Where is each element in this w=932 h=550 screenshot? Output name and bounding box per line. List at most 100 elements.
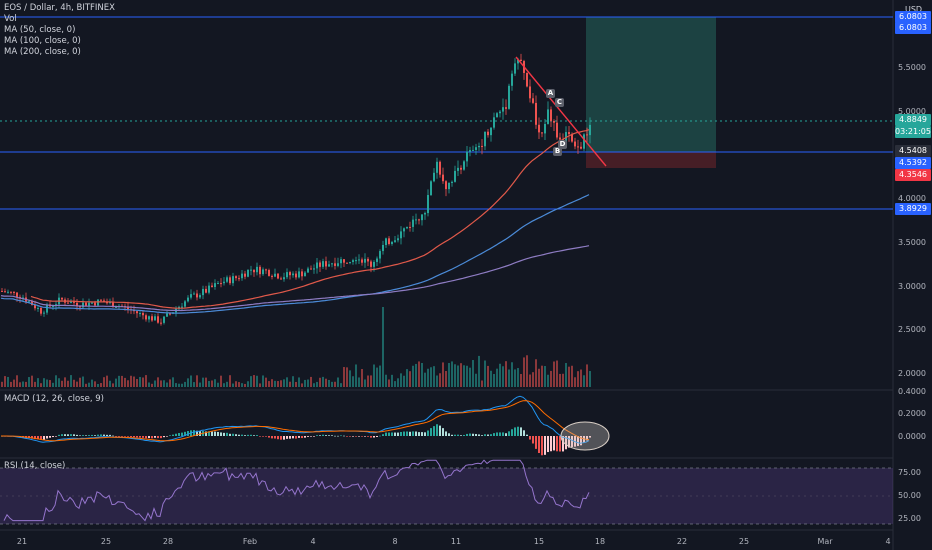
candle[interactable] xyxy=(259,266,261,275)
candle[interactable] xyxy=(379,251,381,259)
candle[interactable] xyxy=(232,276,234,284)
candle[interactable] xyxy=(427,195,429,214)
candle[interactable] xyxy=(271,275,273,277)
candle[interactable] xyxy=(262,269,264,275)
candle[interactable] xyxy=(544,123,546,134)
target-zone[interactable] xyxy=(586,17,716,152)
trendline[interactable] xyxy=(515,56,607,167)
candle[interactable] xyxy=(325,261,327,267)
candle[interactable] xyxy=(61,297,63,300)
candle[interactable] xyxy=(538,124,540,133)
candle[interactable] xyxy=(46,304,48,313)
candle[interactable] xyxy=(409,226,411,228)
candle[interactable] xyxy=(88,302,90,306)
candle[interactable] xyxy=(100,299,102,301)
candle[interactable] xyxy=(70,301,72,303)
candle[interactable] xyxy=(526,72,528,87)
symbol-title[interactable]: EOS / Dollar, 4h, BITFINEX xyxy=(4,3,115,13)
candle[interactable] xyxy=(394,240,396,242)
vol-label[interactable]: Vol xyxy=(4,14,17,24)
candle[interactable] xyxy=(292,273,294,276)
candle[interactable] xyxy=(514,63,516,74)
candle[interactable] xyxy=(13,291,15,293)
stop-zone[interactable] xyxy=(586,152,716,168)
candle[interactable] xyxy=(547,109,549,124)
candle[interactable] xyxy=(247,269,249,277)
candle[interactable] xyxy=(214,283,216,288)
candle[interactable] xyxy=(274,273,276,277)
pattern-label-b[interactable]: B xyxy=(553,147,562,156)
candle[interactable] xyxy=(145,315,147,320)
candle[interactable] xyxy=(85,302,87,306)
candle[interactable] xyxy=(76,302,78,306)
candle[interactable] xyxy=(106,302,108,304)
candle[interactable] xyxy=(298,271,300,278)
candle[interactable] xyxy=(286,272,288,278)
candle[interactable] xyxy=(202,288,204,296)
candle[interactable] xyxy=(586,134,588,136)
candle[interactable] xyxy=(442,174,444,182)
candle[interactable] xyxy=(349,261,351,263)
candle[interactable] xyxy=(133,310,135,312)
candle[interactable] xyxy=(1,290,3,292)
candle[interactable] xyxy=(238,278,240,280)
candle[interactable] xyxy=(181,306,183,308)
candle[interactable] xyxy=(403,228,405,232)
candle[interactable] xyxy=(457,167,459,171)
candle[interactable] xyxy=(388,238,390,245)
candle[interactable] xyxy=(358,259,360,261)
candle[interactable] xyxy=(196,293,198,298)
candle[interactable] xyxy=(445,181,447,190)
candle[interactable] xyxy=(280,278,282,280)
candle[interactable] xyxy=(10,291,12,293)
candle[interactable] xyxy=(148,316,150,320)
candle[interactable] xyxy=(511,73,513,86)
candle[interactable] xyxy=(574,141,576,147)
candle[interactable] xyxy=(142,313,144,316)
candle[interactable] xyxy=(391,241,393,245)
candle[interactable] xyxy=(430,181,432,196)
candle[interactable] xyxy=(346,262,348,264)
candle[interactable] xyxy=(28,301,30,303)
candle[interactable] xyxy=(217,283,219,285)
candle[interactable] xyxy=(208,285,210,293)
candle[interactable] xyxy=(499,111,501,114)
candle[interactable] xyxy=(241,273,243,279)
candle[interactable] xyxy=(415,219,417,221)
candle[interactable] xyxy=(205,288,207,293)
candle[interactable] xyxy=(472,149,474,151)
candle[interactable] xyxy=(283,277,285,280)
candle[interactable] xyxy=(223,281,225,284)
candle[interactable] xyxy=(364,258,366,263)
candle[interactable] xyxy=(535,102,537,125)
candle[interactable] xyxy=(151,316,153,321)
candle[interactable] xyxy=(367,258,369,262)
candle[interactable] xyxy=(337,263,339,266)
candle[interactable] xyxy=(385,238,387,245)
candle[interactable] xyxy=(295,273,297,278)
candle[interactable] xyxy=(52,305,54,307)
candle[interactable] xyxy=(250,269,252,271)
candle[interactable] xyxy=(520,59,522,62)
candle[interactable] xyxy=(505,107,507,109)
candle[interactable] xyxy=(589,124,591,136)
candle[interactable] xyxy=(532,98,534,103)
candle[interactable] xyxy=(73,301,75,303)
candle[interactable] xyxy=(211,285,213,288)
candle[interactable] xyxy=(304,272,306,277)
candle[interactable] xyxy=(487,131,489,136)
candle[interactable] xyxy=(226,277,228,282)
candle[interactable] xyxy=(577,146,579,148)
candle[interactable] xyxy=(460,167,462,170)
candle[interactable] xyxy=(235,276,237,279)
candle[interactable] xyxy=(16,292,18,297)
candle[interactable] xyxy=(529,86,531,99)
candle[interactable] xyxy=(484,131,486,147)
candle[interactable] xyxy=(424,213,426,215)
candle[interactable] xyxy=(115,307,117,309)
candle[interactable] xyxy=(253,269,255,273)
candle[interactable] xyxy=(157,316,159,323)
candle[interactable] xyxy=(22,297,24,299)
candle[interactable] xyxy=(556,122,558,138)
